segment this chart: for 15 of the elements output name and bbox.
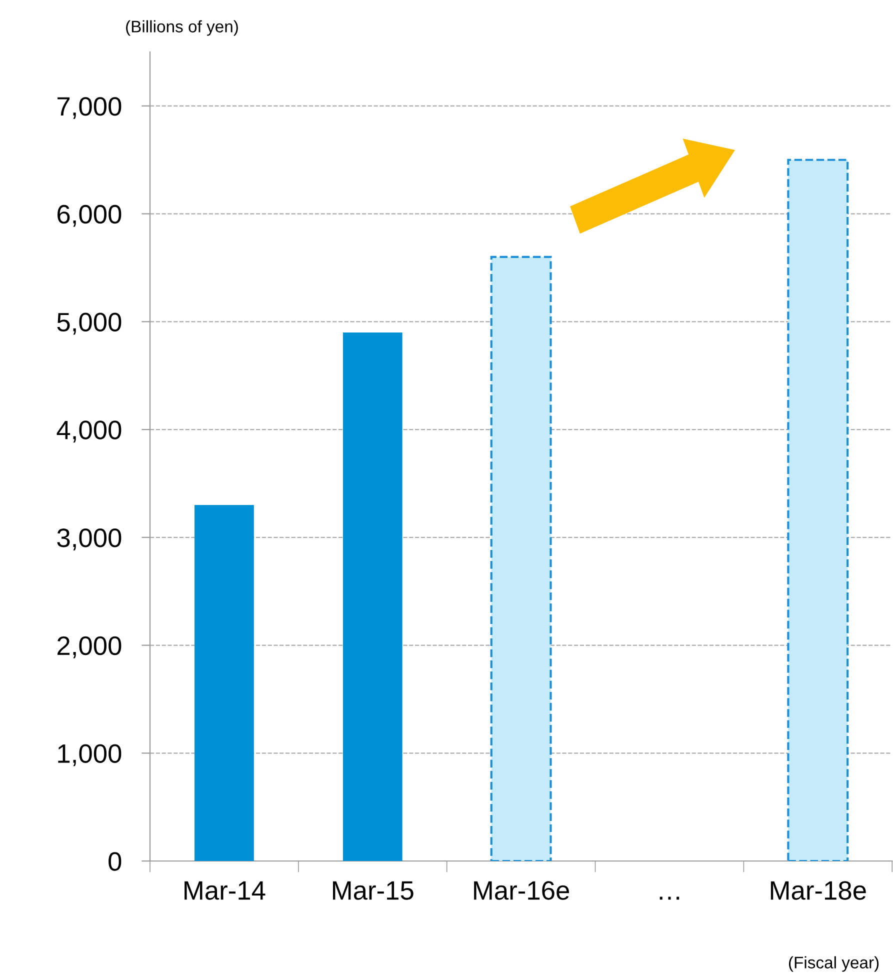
x-tick-label: Mar-16e bbox=[474, 881, 570, 900]
y-tick-label: 4,000 bbox=[56, 420, 122, 442]
x-tick-label: … bbox=[660, 896, 680, 900]
y-tick-label: 5,000 bbox=[57, 312, 122, 335]
y-tick-label: 1,000 bbox=[58, 744, 122, 766]
y-tick-label: 3,000 bbox=[57, 528, 122, 550]
x-tick-label: Mar-15 bbox=[333, 881, 414, 900]
x-tick-label: Mar-14 bbox=[184, 881, 266, 900]
y-tick-label: 2,000 bbox=[58, 636, 122, 658]
y-axis-title: (Billions of yen) bbox=[126, 20, 238, 36]
x-axis-title: (Fiscal year) bbox=[788, 956, 879, 972]
y-tick-label: 6,000 bbox=[58, 204, 122, 227]
y-tick-label: 0 bbox=[108, 852, 122, 871]
x-tick-label: Mar-18e bbox=[770, 881, 866, 900]
y-tick-label: 7,000 bbox=[58, 97, 122, 119]
